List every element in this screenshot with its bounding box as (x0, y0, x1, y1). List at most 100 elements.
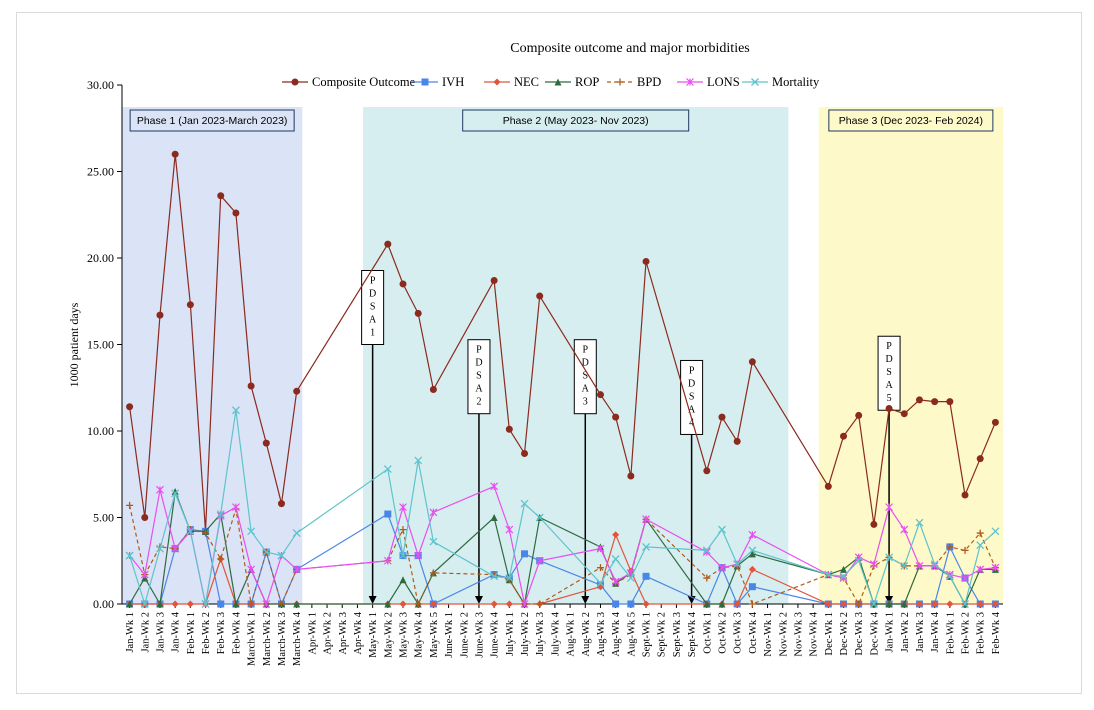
data-point-mortality (748, 546, 757, 555)
x-tick-label: Jan-Wk 2 (140, 612, 151, 653)
data-point-rop (126, 600, 134, 608)
x-tick-label: May-Wk 1 (368, 612, 379, 658)
data-point-composite-outcome (840, 432, 848, 440)
x-tick-label: Nov-Wk 4 (809, 611, 820, 656)
series-line-rop (129, 491, 996, 607)
data-point-mortality (505, 574, 514, 583)
data-point-rop (384, 600, 392, 608)
pdsa-char: D (369, 289, 376, 300)
series-line-mortality (129, 410, 996, 607)
y-tick-label: 15.00 (87, 338, 114, 352)
data-point-mortality (535, 513, 544, 522)
data-point-composite-outcome (718, 413, 726, 421)
data-point-nec (612, 531, 620, 539)
legend-marker-nec (493, 78, 501, 86)
data-point-mortality (596, 579, 605, 588)
data-point-mortality (702, 546, 711, 555)
data-point-composite-outcome (141, 514, 149, 521)
data-point-bpd (414, 600, 422, 608)
data-point-composite-outcome (627, 472, 635, 480)
data-point-nec (946, 600, 954, 608)
x-tick-label: Sept-Wk 1 (642, 612, 653, 657)
data-point-composite-outcome (612, 413, 620, 421)
pdsa-arrow-head (368, 596, 377, 604)
data-point-composite-outcome (596, 391, 604, 399)
data-point-lons (520, 600, 529, 608)
data-point-mortality (885, 553, 894, 562)
pdsa-char: A (369, 315, 377, 326)
data-point-lons (611, 577, 620, 586)
data-point-nec (399, 600, 407, 608)
x-tick-label: June-Wk 4 (490, 611, 501, 658)
data-point-mortality (961, 600, 969, 608)
x-tick-label: June-Wk 3 (474, 612, 485, 658)
legend-label-lons: LONS (707, 75, 740, 89)
pdsa-char: P (886, 341, 892, 352)
data-point-mortality (429, 537, 438, 546)
x-tick-label: Feb-Wk 2 (201, 612, 212, 654)
data-point-bpd (946, 543, 954, 551)
data-point-lons (718, 563, 726, 572)
data-point-lons (262, 600, 271, 608)
series-composite-outcome (126, 150, 999, 535)
pdsa-char: A (475, 384, 483, 395)
data-point-mortality (626, 574, 635, 583)
data-point-composite-outcome (171, 150, 179, 158)
pdsa-char: P (370, 276, 376, 287)
data-point-mortality (277, 551, 286, 560)
x-tick-label: Feb-Wk 1 (186, 612, 197, 654)
pdsa-arrow-head (474, 596, 483, 604)
x-tick-label: Apr-Wk 2 (323, 612, 334, 655)
data-point-mortality (414, 456, 423, 465)
phase-label-3: Phase 3 (Dec 2023- Feb 2024) (839, 115, 983, 127)
x-tick-label: Oct-Wk 2 (717, 612, 728, 654)
data-point-lons (140, 570, 149, 579)
legend-label-composite-outcome: Composite Outcome (312, 75, 416, 89)
data-point-composite-outcome (946, 398, 954, 406)
data-point-nec (642, 600, 650, 608)
data-point-lons (156, 485, 164, 494)
data-point-rop (885, 600, 893, 608)
data-point-lons (642, 515, 650, 524)
data-point-ivh (217, 600, 225, 608)
data-point-nec (748, 565, 756, 573)
pdsa-char: D (475, 358, 482, 369)
data-point-lons (915, 562, 924, 570)
data-point-bpd (247, 600, 255, 608)
data-point-bpd (976, 529, 984, 537)
pdsa-char: S (886, 367, 892, 378)
x-tick-label: Aug-Wk 4 (611, 611, 622, 656)
legend-label-nec: NEC (514, 75, 539, 89)
data-point-mortality (930, 560, 939, 569)
data-point-composite-outcome (247, 382, 255, 390)
x-tick-label: Sept-Wk 2 (657, 612, 668, 657)
data-point-composite-outcome (429, 385, 437, 393)
data-point-bpd (596, 564, 604, 572)
pdsa-arrow-head (885, 596, 894, 604)
data-point-composite-outcome (232, 209, 240, 217)
data-point-composite-outcome (126, 403, 134, 411)
data-point-mortality (945, 572, 954, 581)
data-point-composite-outcome (536, 292, 544, 300)
data-point-rop (748, 550, 756, 558)
y-tick-label: 10.00 (87, 424, 114, 438)
data-point-mortality (125, 551, 134, 560)
pdsa-char: 4 (689, 417, 694, 428)
data-point-composite-outcome (915, 396, 923, 404)
data-point-composite-outcome (976, 455, 984, 463)
x-tick-label: Jan-Wk 2 (900, 612, 911, 653)
data-point-mortality (171, 489, 180, 498)
x-tick-label: Dec-Wk 3 (854, 612, 865, 655)
data-point-mortality (733, 560, 742, 569)
phase-label-1: Phase 1 (Jan 2023-March 2023) (137, 115, 288, 127)
data-point-mortality (718, 525, 726, 534)
y-tick-label: 25.00 (87, 165, 114, 179)
y-axis-label: 1000 patient days (67, 302, 81, 387)
pdsa-char: S (583, 371, 589, 382)
phase-band-3 (818, 107, 1003, 604)
legend-marker-lons (686, 78, 694, 86)
pdsa-char: D (885, 354, 892, 365)
data-point-mortality (247, 527, 256, 536)
data-point-composite-outcome (855, 411, 863, 419)
legend-label-rop: ROP (575, 75, 599, 89)
